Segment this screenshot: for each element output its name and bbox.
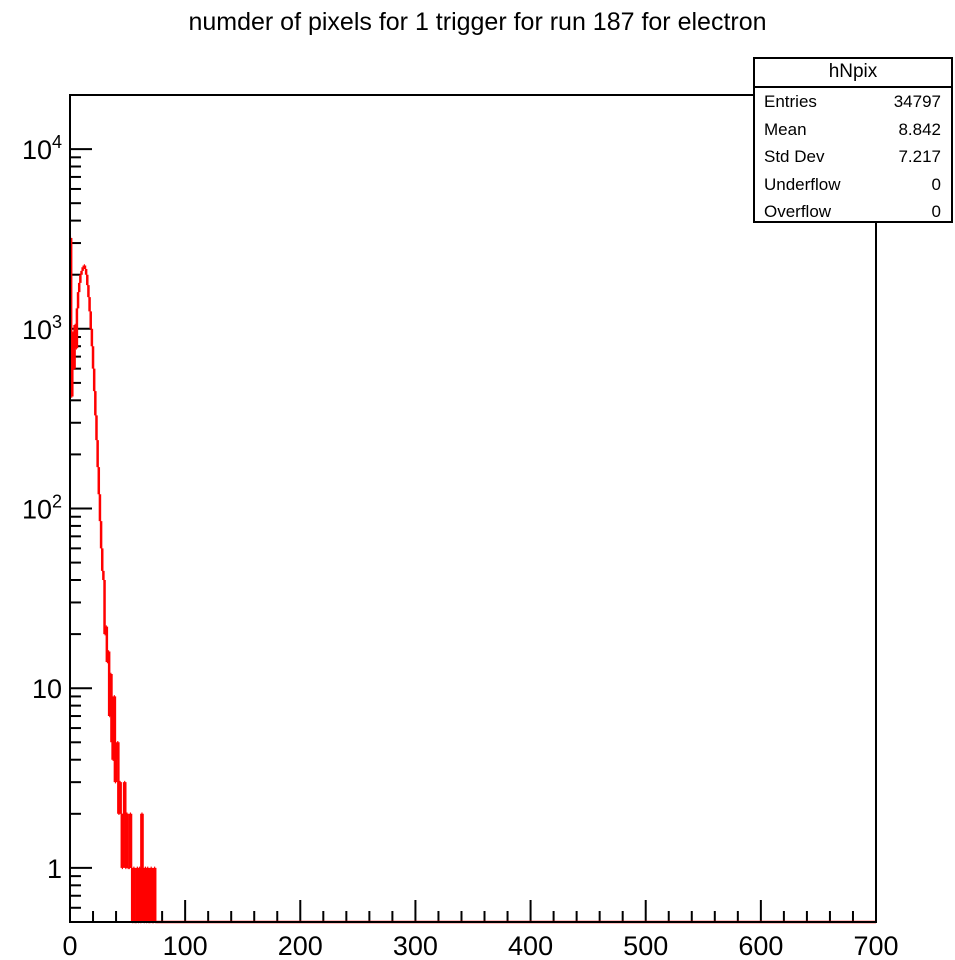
- stats-label: Entries: [764, 92, 817, 111]
- stats-label: Std Dev: [764, 147, 825, 166]
- histogram-bin: [98, 494, 102, 523]
- x-tick-label: 300: [393, 931, 438, 960]
- histogram-bin: [81, 266, 84, 271]
- y-tick-label: 102: [22, 492, 62, 525]
- histogram-bin: [92, 368, 96, 393]
- x-axis-tick-labels: 0 100 200 300 400 500 600 700: [62, 931, 898, 960]
- histogram-bin: [103, 580, 106, 636]
- x-tick-label: 500: [623, 931, 668, 960]
- histogram-bin: [147, 867, 150, 924]
- histogram-bin: [90, 328, 94, 348]
- x-tick-label: 700: [853, 931, 898, 960]
- y-tick-label: 1: [47, 854, 62, 884]
- stats-box-title: hNpix: [755, 59, 951, 88]
- histogram-bin: [150, 867, 154, 924]
- y-tick-label: 104: [22, 132, 62, 165]
- stats-row-entries: Entries 34797: [755, 88, 951, 116]
- histogram-bin: [99, 521, 103, 550]
- histogram-bin: [97, 467, 101, 496]
- stats-value: 8.842: [898, 119, 941, 139]
- histogram-bin: [96, 440, 99, 469]
- histogram-bin: [94, 391, 97, 417]
- histogram-bin: [91, 346, 95, 370]
- histogram-bin: [79, 273, 82, 283]
- x-tick-label: 100: [163, 931, 208, 960]
- chart-title: numder of pixels for 1 trigger for run 1…: [188, 8, 767, 36]
- histogram-bin: [86, 274, 89, 287]
- stats-row-underflow: Underflow 0: [755, 171, 951, 199]
- stats-row-overflow: Overflow 0: [755, 198, 951, 226]
- histogram-bin: [76, 290, 80, 309]
- histogram-bin: [87, 285, 90, 299]
- histogram-series: [69, 236, 876, 924]
- histogram-bin: [153, 867, 157, 924]
- stats-label: Overflow: [764, 202, 832, 221]
- stats-value: 0: [931, 202, 941, 221]
- stats-label: Underflow: [764, 174, 841, 194]
- histogram-bin: [89, 311, 92, 331]
- histogram-bin: [84, 269, 88, 276]
- histogram-bin: [126, 813, 129, 870]
- histogram-bin: [129, 813, 133, 870]
- histogram-bin: [121, 812, 125, 868]
- histogram-bin: [83, 265, 87, 271]
- histogram-bin: [88, 297, 91, 313]
- histogram-bin: [100, 548, 104, 573]
- x-tick-label: 200: [278, 931, 323, 960]
- stats-row-stddev: Std Dev 7.217: [755, 143, 951, 171]
- y-tick-label: 103: [22, 312, 62, 345]
- histogram-bin: [77, 281, 81, 293]
- x-tick-label: 0: [62, 931, 77, 960]
- stats-box: hNpix Entries 34797 Mean 8.842 Std Dev 7…: [753, 57, 953, 223]
- histogram-bin: [95, 415, 98, 442]
- stats-row-mean: Mean 8.842: [755, 116, 951, 144]
- stats-value: 34797: [893, 92, 941, 111]
- histogram-bin: [80, 269, 83, 275]
- x-tick-label: 600: [738, 931, 783, 960]
- stats-label: Mean: [764, 119, 807, 139]
- stats-value: 7.217: [898, 147, 941, 166]
- histogram-bin: [110, 673, 113, 744]
- histogram-bin: [102, 570, 105, 582]
- histogram-bin: [141, 813, 144, 870]
- stats-value: 0: [931, 174, 941, 194]
- histogram-bin: [114, 758, 118, 783]
- histogram-bin: [119, 782, 122, 816]
- histogram-bin: [133, 867, 136, 924]
- plot-frame: [69, 94, 877, 923]
- y-tick-label: 10: [32, 674, 62, 704]
- x-tick-label: 400: [508, 931, 553, 960]
- y-axis-tick-labels: 1 10 102 103 104: [22, 132, 62, 884]
- histogram-bin: [75, 307, 79, 349]
